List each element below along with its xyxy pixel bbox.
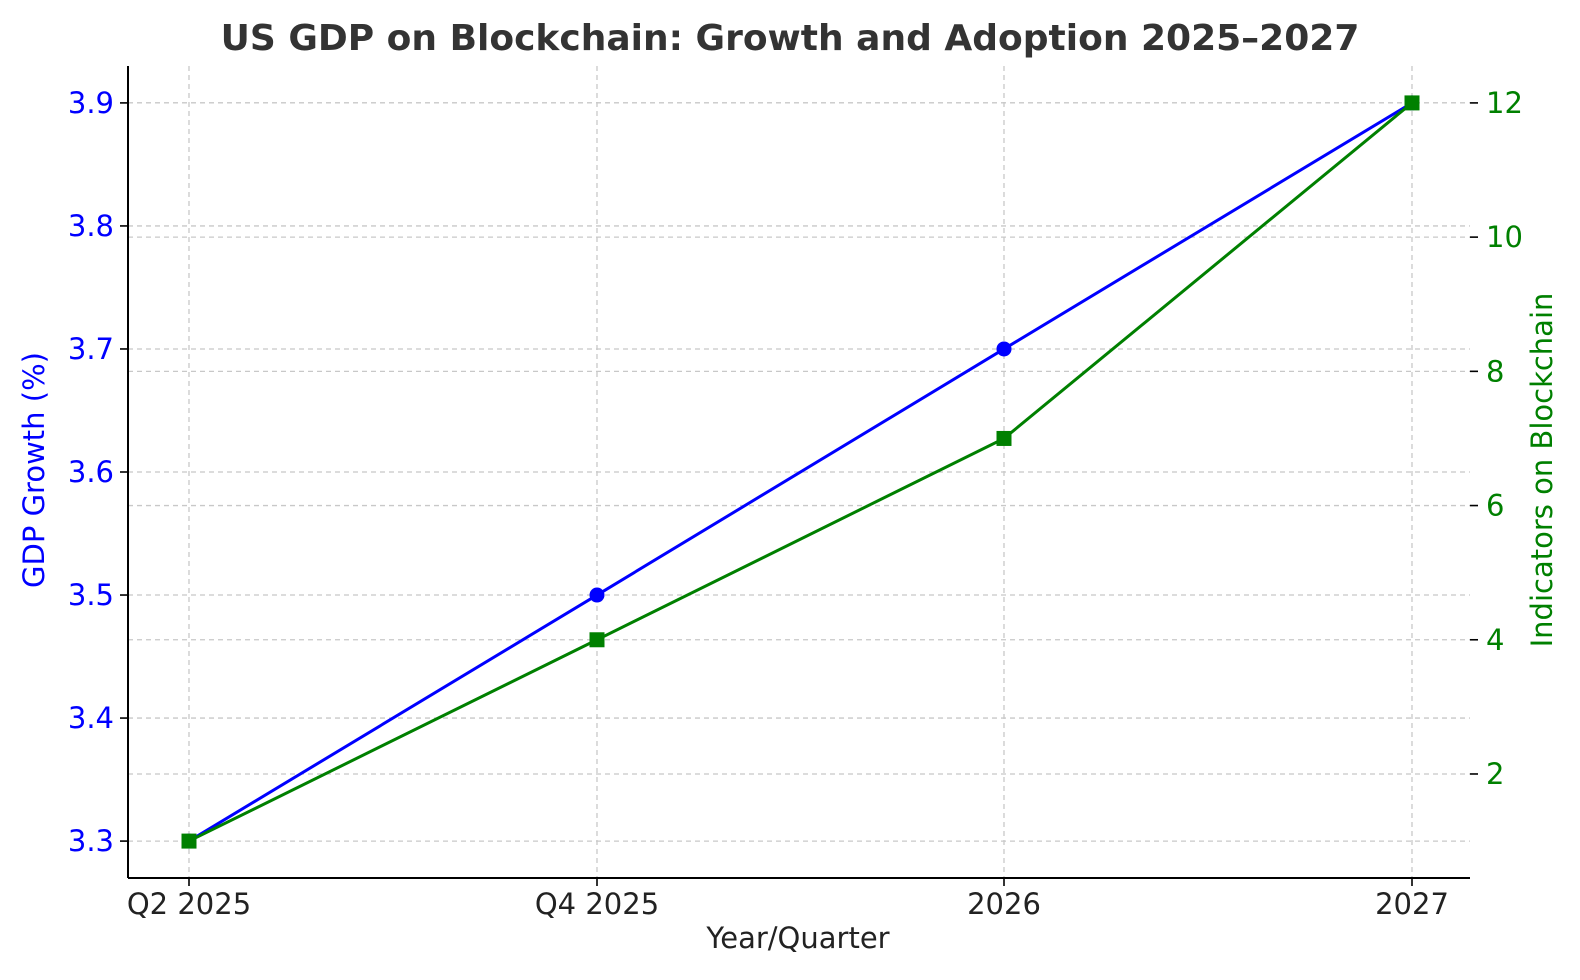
data-point: [589, 632, 605, 648]
left-y-tick-label: 3.4: [68, 701, 114, 735]
data-point: [996, 430, 1012, 446]
left-y-axis-label: GDP Growth (%): [17, 352, 51, 588]
x-axis-label: Year/Quarter: [705, 921, 889, 955]
tick-labels: Q2 2025 Q4 2025 2026 2027 3.3 3.4 3.5 3.6 3.7 3.8…: [68, 86, 1523, 921]
right-y-tick-label: 4: [1486, 623, 1504, 657]
left-y-tick-label: 3.3: [68, 824, 114, 858]
x-tick-label: 2026: [967, 887, 1041, 921]
right-y-tick-label: 10: [1486, 220, 1523, 254]
right-y-axis-label: Indicators on Blockchain: [1525, 293, 1559, 648]
x-tick-label: 2027: [1375, 887, 1449, 921]
right-y-tick-label: 12: [1486, 86, 1523, 120]
left-y-tick-label: 3.9: [68, 86, 114, 120]
chart-title: US GDP on Blockchain: Growth and Adoptio…: [221, 18, 1360, 59]
x-tick-label: Q2 2025: [127, 887, 251, 921]
left-y-tick-label: 3.5: [68, 578, 114, 612]
series-line-1: [188, 101, 1413, 843]
data-point: [589, 587, 605, 603]
data-point: [996, 341, 1012, 357]
right-y-tick-label: 8: [1486, 354, 1504, 388]
left-y-tick-label: 3.8: [68, 209, 114, 243]
data-point: [181, 833, 197, 849]
data-point: [1404, 95, 1420, 111]
right-y-tick-label: 6: [1486, 489, 1504, 523]
left-y-tick-label: 3.6: [68, 455, 114, 489]
x-tick-label: Q4 2025: [535, 887, 659, 921]
series: [181, 95, 1420, 849]
series-line-2: [188, 101, 1413, 843]
right-y-tick-label: 2: [1486, 757, 1504, 791]
axes: [120, 66, 1478, 886]
left-y-tick-label: 3.7: [68, 332, 114, 366]
